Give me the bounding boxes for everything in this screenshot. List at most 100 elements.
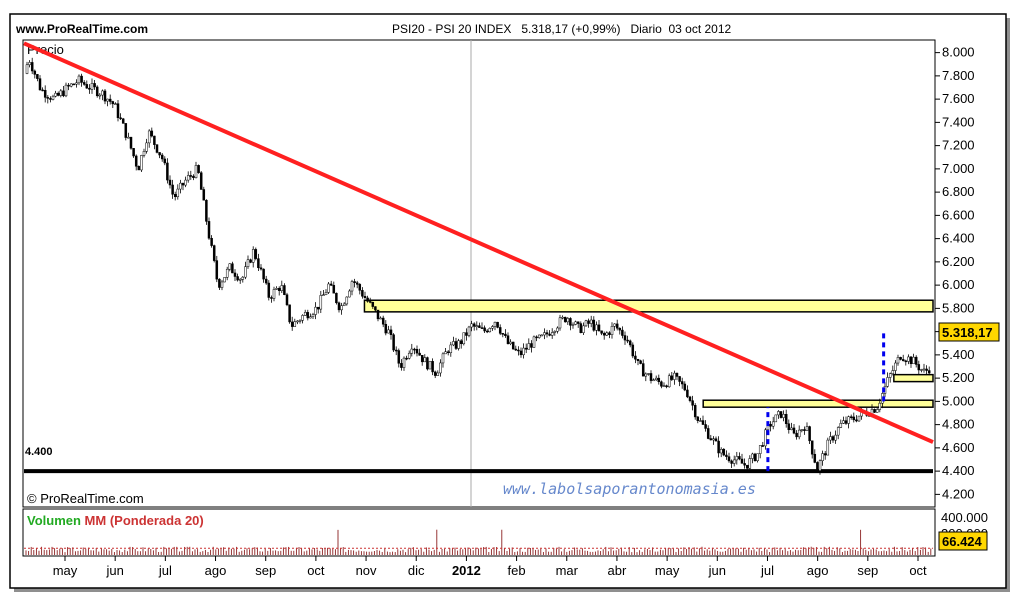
candle-body — [145, 142, 148, 152]
candle-body — [64, 84, 68, 97]
candle-body — [147, 130, 151, 144]
candle-body — [524, 347, 528, 350]
candle-body — [678, 376, 681, 382]
candle-body — [210, 237, 213, 246]
time-tick-label: jun — [105, 563, 123, 578]
candle-body — [345, 296, 349, 305]
candle-body — [233, 272, 237, 277]
candle-body — [298, 320, 302, 322]
price-tick-label: 4.800 — [942, 417, 975, 432]
trendline-group — [23, 41, 934, 444]
candle-body — [618, 327, 622, 331]
candle-body — [72, 83, 76, 86]
candle-body — [522, 347, 525, 356]
candle-body — [67, 84, 70, 87]
candle-body — [714, 438, 718, 442]
candle-body — [444, 351, 447, 355]
candle-body — [158, 152, 161, 156]
candle-body — [309, 316, 312, 319]
candle-body — [371, 301, 375, 307]
candle-body — [381, 317, 385, 325]
candle-body — [134, 155, 138, 167]
candle-body — [246, 259, 250, 267]
candle-body — [511, 341, 515, 350]
candle-body — [363, 296, 367, 299]
candle-body — [389, 329, 393, 335]
candle-body — [428, 361, 432, 370]
candle-body — [800, 429, 804, 431]
candle-body — [834, 434, 837, 441]
candle-body — [595, 324, 598, 331]
candle-body — [348, 290, 351, 298]
candle-body — [155, 144, 159, 153]
candle-body — [821, 453, 824, 462]
candle-body — [686, 389, 689, 398]
candle-body — [415, 348, 419, 354]
time-tick-label: jul — [760, 563, 774, 578]
candle-body — [59, 90, 63, 96]
candle-body — [836, 427, 840, 436]
candle-body — [101, 90, 104, 96]
candle-body — [160, 154, 164, 160]
candle-body — [561, 316, 564, 319]
candle-body — [696, 416, 700, 421]
candle-body — [709, 438, 713, 441]
candle-body — [288, 304, 291, 323]
candle-body — [337, 302, 341, 311]
candle-body — [587, 320, 590, 324]
candle-body — [454, 341, 458, 349]
candle-body — [855, 419, 858, 422]
candle-body — [140, 155, 143, 171]
candle-body — [483, 327, 486, 332]
candle-body — [150, 130, 154, 137]
price-tick-label: 5.000 — [942, 393, 975, 408]
price-tick-label: 6.600 — [942, 207, 975, 222]
price-tick-label: 6.200 — [942, 254, 975, 269]
candle-body — [662, 385, 666, 387]
candle-body — [639, 360, 642, 364]
time-tick-label: feb — [508, 563, 526, 578]
volume-ma-label: MM (Ponderada 20) — [85, 513, 204, 528]
candle-body — [446, 351, 450, 354]
candle-body — [636, 358, 640, 361]
candle-body — [228, 263, 232, 270]
candle-body — [925, 368, 928, 371]
candle-body — [847, 416, 850, 424]
candle-body — [498, 327, 502, 334]
candle-body — [735, 456, 739, 461]
copyright-label: © ProRealTime.com — [27, 491, 144, 506]
candle-body — [176, 188, 180, 198]
candle-body — [197, 165, 200, 173]
candle-body — [342, 303, 346, 306]
candle-body — [46, 97, 50, 99]
candle-body — [290, 321, 294, 327]
candle-body — [787, 423, 791, 430]
price-tick-label: 8.000 — [942, 45, 975, 60]
candle-body — [795, 432, 798, 438]
time-tick-label: oct — [307, 563, 325, 578]
candle-body — [894, 362, 897, 371]
candle-body — [75, 82, 78, 85]
candle-body — [218, 278, 221, 288]
candle-body — [818, 460, 822, 471]
candle-body — [41, 89, 44, 92]
time-tick-label: ago — [807, 563, 829, 578]
candle-body — [727, 456, 731, 462]
candle-body — [826, 439, 830, 456]
candle-body — [480, 327, 484, 329]
watermark: www.labolsaporantonomasia.es — [503, 480, 756, 498]
candle-body — [470, 323, 473, 328]
price-tick-label: 7.400 — [942, 114, 975, 129]
candle-body — [238, 279, 242, 281]
candle-body — [413, 348, 416, 351]
candle-body — [267, 282, 271, 298]
volume-label-prefix: Volumen — [27, 513, 85, 528]
candle-body — [431, 361, 434, 373]
volume-max-tick: 400.000 — [941, 510, 988, 525]
candle-body — [649, 373, 653, 381]
price-label: Precio — [27, 42, 64, 57]
time-tick-label: jul — [158, 563, 172, 578]
candle-body — [857, 415, 861, 422]
candle-body — [129, 136, 133, 149]
